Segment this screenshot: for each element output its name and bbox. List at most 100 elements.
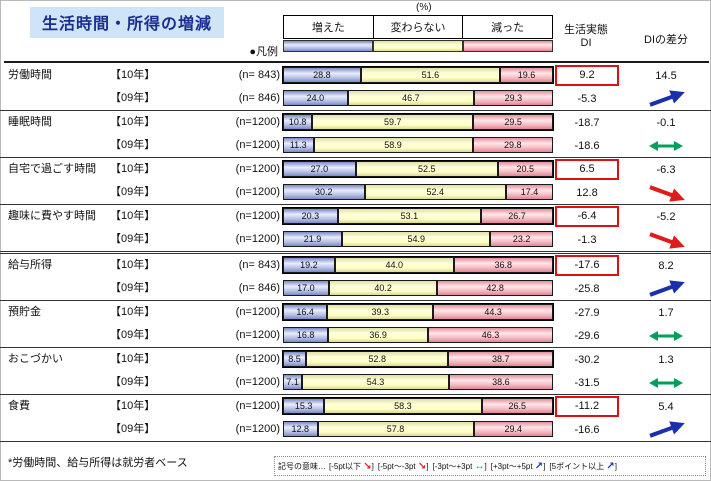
sample-size-label: (n=1200): [235, 376, 280, 388]
stacked-bar: 24.0 46.7 29.3: [283, 90, 553, 106]
bar-value-label: 7.1: [286, 377, 299, 387]
bar-segment-decreased: 42.8: [437, 280, 553, 296]
di-diff-value: 8.2: [658, 259, 674, 272]
bar-segment-unchanged: 44.0: [334, 257, 454, 273]
di-value: -16.6: [574, 423, 600, 436]
bar-value-label: 29.5: [504, 117, 522, 127]
category-label: 預貯金: [8, 306, 41, 318]
stacked-bar: 28.8 51.6 19.6: [282, 66, 554, 84]
bar-value-label: 44.3: [484, 307, 502, 317]
di-value-cell: -18.7: [551, 111, 623, 134]
bar-segment-decreased: 26.7: [480, 208, 553, 224]
bar-segment-unchanged: 46.7: [347, 90, 474, 106]
bar-segment-increased: 28.8: [283, 67, 361, 83]
table-row: 自宅で過ごす時間 【10年】 (n=1200) 27.0 52.5 20.5 6.5 -6.3: [0, 158, 711, 181]
bar-value-label: 24.0: [306, 93, 325, 103]
trend-arrow-cell: [627, 418, 705, 441]
bar-segment-increased: 19.2: [283, 257, 335, 273]
trend-up-arrow-icon: [649, 279, 685, 297]
bar-value-label: 52.4: [426, 187, 445, 197]
bar-value-label: 29.4: [504, 424, 523, 434]
bar-segment-increased: 16.4: [283, 304, 328, 320]
header-rule: [4, 61, 709, 63]
year-label: 【09年】: [110, 282, 156, 294]
bar-segment-unchanged: 40.2: [328, 280, 438, 296]
sample-size-label: (n=1200): [235, 306, 280, 318]
trend-flat-arrow-icon: [649, 140, 683, 151]
category-group: 睡眠時間 【10年】 (n=1200) 10.8 59.7 29.5 -18.7 -0.1 【0…: [0, 111, 711, 158]
trend-arrow-cell: [627, 87, 705, 110]
bar-segment-decreased: 29.4: [473, 421, 553, 437]
table-row: 【09年】 (n=1200) 7.1 54.3 38.6 -31.5: [0, 371, 711, 394]
di-value-cell: -27.9: [551, 301, 623, 324]
di-value: -27.9: [574, 306, 600, 319]
trend-arrow-cell: [627, 324, 705, 347]
bar-value-label: 26.7: [508, 211, 526, 221]
bar-value-label: 27.0: [310, 164, 329, 174]
sample-size-label: (n=1200): [235, 210, 280, 222]
trend-arrow-cell: [627, 181, 705, 204]
bar-segment-unchanged: 53.1: [337, 208, 481, 224]
bar-value-label: 46.7: [402, 93, 420, 103]
bar-segment-decreased: 19.6: [500, 67, 553, 83]
year-label: 【10年】: [110, 259, 156, 271]
di-value-cell: -16.6: [551, 418, 623, 441]
bar-value-label: 58.3: [394, 401, 412, 411]
sample-size-label: (n=1200): [235, 423, 280, 435]
stacked-bar: 20.3 53.1 26.7: [282, 207, 554, 225]
category-group: 自宅で過ごす時間 【10年】 (n=1200) 27.0 52.5 20.5 6.5 -6.3…: [0, 158, 711, 205]
table-row: 労働時間 【10年】 (n= 843) 28.8 51.6 19.6 9.2 14.5: [0, 64, 711, 87]
bar-segment-unchanged: 57.8: [317, 421, 474, 437]
legend-sample-bar: [283, 40, 553, 52]
bar-value-label: 57.8: [386, 424, 405, 434]
bar-value-label: 40.2: [374, 283, 392, 293]
arrow-legend-box: 記号の意味… [-5pt以下 ↘] [-5pt〜-3pt ↘] [-3pt〜+3pt…: [274, 456, 706, 476]
category-label: [8, 371, 108, 394]
trend-down-arrow-icon: [649, 231, 685, 249]
category-label: おこづかい: [8, 353, 63, 365]
table-row: 【09年】 (n=1200) 16.8 36.9 46.3 -29.6: [0, 324, 711, 347]
category-label: [8, 277, 108, 300]
bar-segment-increased: 10.8: [283, 114, 313, 130]
di-header-line1: 生活実態: [564, 24, 608, 36]
category-label: 給与所得: [8, 259, 52, 271]
bar-segment-increased: 16.8: [283, 327, 329, 343]
di-diff-value: -0.1: [656, 116, 676, 129]
bar-segment-increased: 17.0: [283, 280, 329, 296]
bar-value-label: 54.9: [407, 234, 425, 244]
bar-value-label: 53.1: [400, 211, 419, 221]
bar-value-label: 19.2: [300, 260, 318, 270]
bar-segment-unchanged: 54.3: [302, 374, 449, 390]
bar-segment-decreased: 20.5: [497, 161, 553, 177]
table-row: 食費 【10年】 (n=1200) 15.3 58.3 26.5 -11.2 5.4: [0, 395, 711, 418]
legend-swatch-decreased: [463, 40, 553, 52]
bar-segment-decreased: 38.7: [448, 351, 553, 367]
year-label: 【09年】: [110, 233, 156, 245]
table-row: 【09年】 (n=1200) 11.3 58.9 29.8 -18.6: [0, 134, 711, 157]
table-row: 【09年】 (n=1200) 21.9 54.9 23.2 -1.3: [0, 228, 711, 251]
di-value-cell: -29.6: [551, 324, 623, 347]
bar-segment-increased: 30.2: [283, 184, 365, 200]
sample-size-label: (n= 843): [238, 69, 280, 81]
bar-value-label: 51.6: [421, 70, 440, 80]
trend-flat-arrow-icon: [649, 330, 683, 341]
stacked-bar: 27.0 52.5 20.5: [282, 160, 554, 178]
category-label: 趣味に費やす時間: [8, 210, 96, 222]
arrow-legend-items: [-5pt以下 ↘] [-5pt〜-3pt ↘] [-3pt〜+3pt ↔] [+3p…: [329, 461, 617, 472]
legend-box: 増えた 変わらない 減った: [283, 15, 553, 52]
category-label: [8, 324, 108, 347]
sample-size-label: (n=1200): [235, 400, 280, 412]
category-label: [8, 134, 108, 157]
table-row: 【09年】 (n= 846) 17.0 40.2 42.8 -25.8: [0, 277, 711, 300]
table-body: 労働時間 【10年】 (n= 843) 28.8 51.6 19.6 9.2 14.5 【09年…: [0, 64, 711, 442]
category-group: おこづかい 【10年】 (n=1200) 8.5 52.8 38.7 -30.2 1.3 【09…: [0, 348, 711, 395]
bar-segment-increased: 20.3: [283, 208, 338, 224]
di-value-cell: -17.6: [551, 254, 623, 277]
column-header-diff: DIの差分: [644, 34, 688, 46]
di-value: -1.3: [577, 233, 597, 246]
di-highlight-box: -11.2: [555, 396, 619, 417]
year-label: 【10年】: [110, 69, 156, 81]
legend-swatch-increased: [283, 40, 373, 52]
sample-size-label: (n=1200): [235, 163, 280, 175]
bar-segment-increased: 11.3: [283, 137, 314, 153]
